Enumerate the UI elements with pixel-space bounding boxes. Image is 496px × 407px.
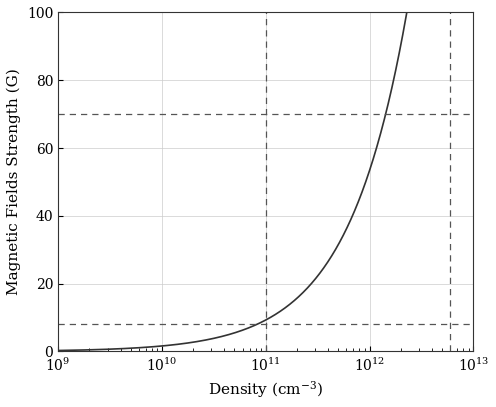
X-axis label: Density (cm$^{-3}$): Density (cm$^{-3}$)	[208, 379, 323, 400]
Y-axis label: Magnetic Fields Strength (G): Magnetic Fields Strength (G)	[7, 68, 21, 295]
